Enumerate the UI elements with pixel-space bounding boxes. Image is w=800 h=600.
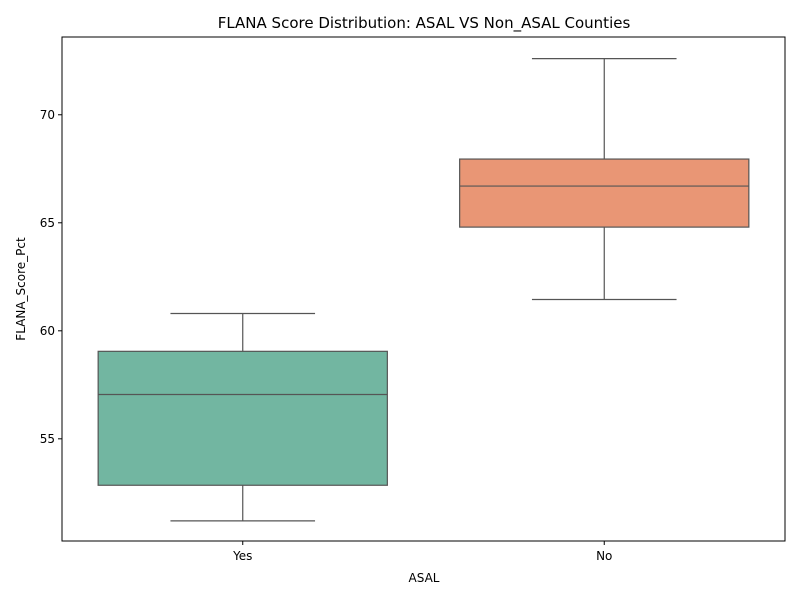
x-axis-label: ASAL [409,571,440,585]
x-tick-label: Yes [232,549,252,563]
chart-title: FLANA Score Distribution: ASAL VS Non_AS… [218,14,631,33]
box-yes [97,350,388,486]
box-no [459,158,750,228]
plot-frame [61,36,786,542]
plot-area: 55 60 65 70 Yes No [40,36,786,563]
y-tick-label: 60 [40,324,55,338]
y-tick-label: 55 [40,432,55,446]
y-tick-label: 70 [40,108,55,122]
y-axis-label: FLANA_Score_Pct [14,237,28,341]
x-tick-label: No [596,549,612,563]
y-tick-label: 65 [40,216,55,230]
